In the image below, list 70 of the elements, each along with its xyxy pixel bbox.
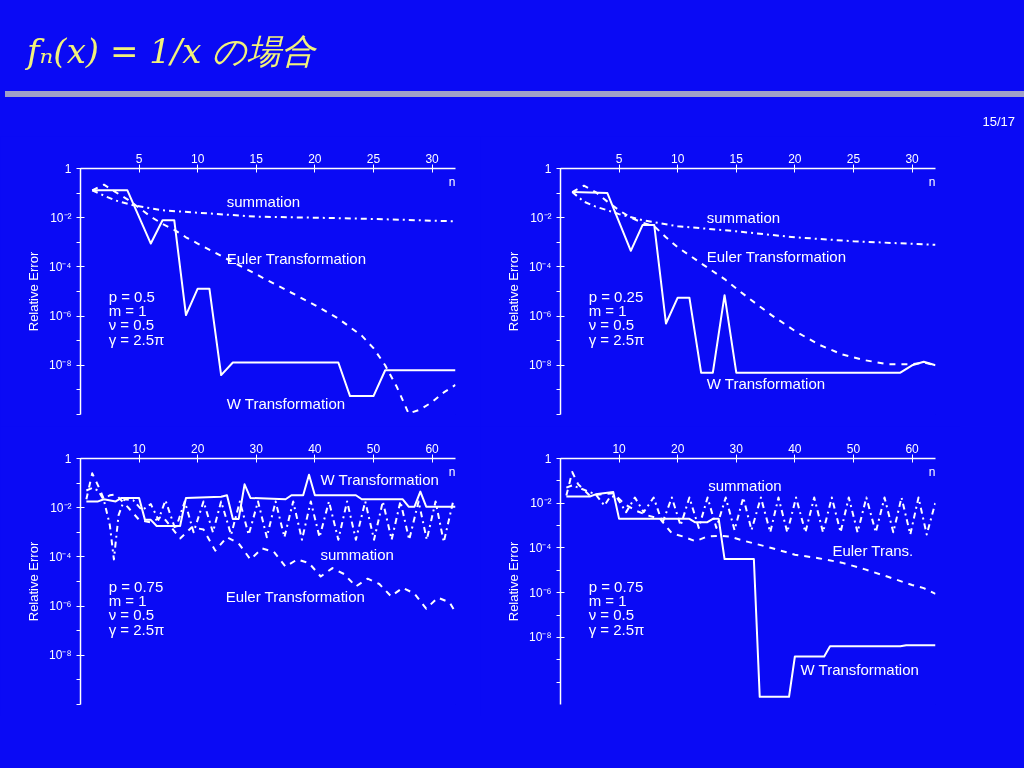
x-tick-label: 30 [249, 441, 264, 456]
x-tick-label: 5 [615, 151, 623, 166]
y-tick-label: 10⁻⁶ [49, 309, 72, 324]
text: 15/17 [982, 113, 1015, 131]
x-tick-label: 20 [191, 441, 205, 456]
x-tick-label: 30 [905, 151, 920, 166]
annotation: p = 0.25 [588, 287, 644, 305]
y-tick-label: 1 [544, 161, 552, 176]
y-tick-label: 10⁻⁸ [49, 648, 72, 663]
y-tick-label: 10⁻⁴ [49, 549, 72, 564]
series-label: summation [706, 208, 781, 226]
x-tick-label: 10 [132, 441, 147, 456]
x-tick-label: 10 [612, 441, 627, 456]
y-tick-label: 10⁻² [530, 496, 552, 511]
annotation: p = 0.75 [588, 577, 644, 595]
y-tick-label: 10⁻⁸ [529, 630, 552, 645]
x-tick-label: 40 [788, 441, 802, 456]
series-label: W Transformation [320, 471, 439, 489]
y-tick-label: 10⁻⁶ [529, 309, 552, 324]
x-tick-label: 20 [671, 441, 685, 456]
chart-title: fₙ(x) = 1/x の場合 [27, 30, 316, 73]
y-axis-title: Relative Error [26, 251, 41, 332]
y-tick-label: 10⁻² [50, 210, 72, 225]
annotation: p = 0.5 [108, 287, 155, 305]
x-axis-title: n [928, 464, 936, 479]
x-tick-label: 5 [135, 151, 143, 166]
series-label: Euler Transformation [225, 588, 365, 606]
series-label: summation [708, 477, 782, 495]
y-tick-label: 10⁻⁴ [529, 259, 552, 274]
x-tick-label: 10 [671, 151, 685, 166]
x-axis-title: n [928, 174, 936, 189]
series-label: summation [226, 192, 301, 210]
x-tick-label: 20 [788, 151, 802, 166]
x-tick-label: 15 [729, 151, 744, 166]
x-tick-label: 30 [729, 441, 744, 456]
series-label: Euler Transformation [706, 248, 846, 266]
y-tick-label: 1 [64, 161, 72, 176]
y-tick-label: 1 [544, 451, 552, 466]
x-tick-label: 30 [425, 151, 440, 166]
y-tick-label: 10⁻² [50, 500, 72, 515]
y-tick-label: 10⁻⁴ [529, 540, 552, 555]
x-tick-label: 50 [366, 441, 381, 456]
y-axis-title: Relative Error [506, 251, 521, 332]
y-tick-label: 1 [64, 451, 72, 466]
y-tick-label: 10⁻⁶ [49, 599, 72, 614]
x-tick-label: 50 [846, 441, 861, 456]
x-tick-label: 40 [308, 441, 322, 456]
y-axis-title: Relative Error [26, 541, 41, 622]
x-tick-label: 10 [191, 151, 205, 166]
series-label: Euler Trans. [832, 542, 914, 560]
x-axis-title: n [448, 174, 456, 189]
series-label: summation [320, 546, 394, 564]
x-tick-label: 60 [425, 441, 440, 456]
y-tick-label: 10⁻⁶ [529, 585, 552, 600]
series-label: W Transformation [706, 374, 826, 392]
y-tick-label: 10⁻⁸ [529, 358, 552, 373]
annotation: p = 0.75 [108, 577, 164, 595]
x-tick-label: 15 [249, 151, 264, 166]
x-tick-label: 20 [308, 151, 322, 166]
x-tick-label: 60 [905, 441, 920, 456]
series-label: Euler Transformation [226, 249, 366, 267]
series-label: W Transformation [226, 395, 346, 413]
y-axis-title: Relative Error [506, 541, 521, 622]
series-label: W Transformation [800, 660, 919, 678]
y-tick-label: 10⁻⁴ [49, 259, 72, 274]
y-tick-label: 10⁻⁸ [49, 358, 72, 373]
y-tick-label: 10⁻² [530, 210, 552, 225]
x-axis-title: n [448, 464, 456, 479]
x-tick-label: 25 [846, 151, 861, 166]
x-tick-label: 25 [366, 151, 381, 166]
